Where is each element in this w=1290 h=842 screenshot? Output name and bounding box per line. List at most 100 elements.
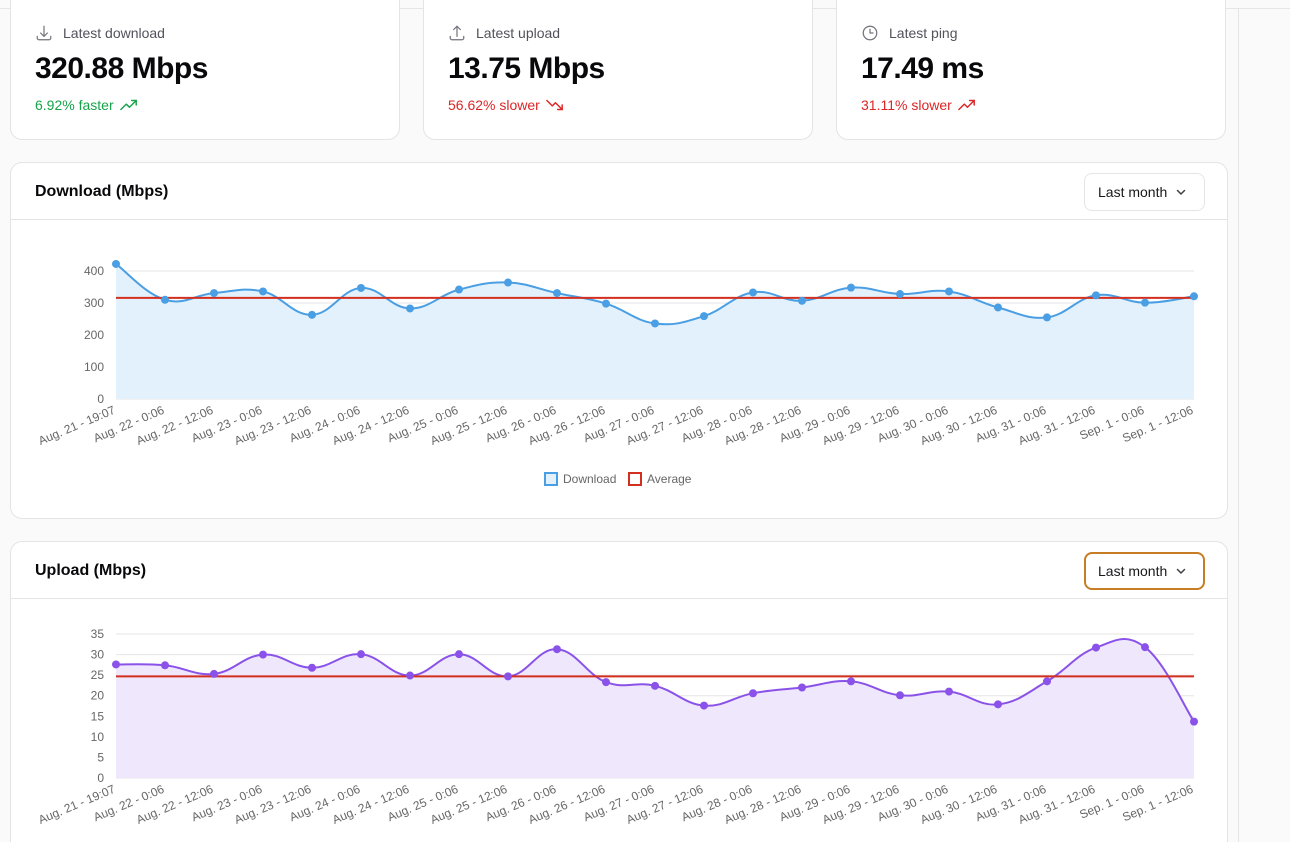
upload-chart-y-tick-label: 25 — [91, 668, 105, 682]
download-chart-legend-average-label[interactable]: Average — [647, 472, 692, 486]
download-chart-legend: Download Average — [544, 472, 692, 486]
upload-chart-data-point[interactable] — [210, 669, 218, 678]
trending-up-icon — [957, 99, 975, 111]
latest-ping-delta-text: 31.11% slower — [861, 97, 952, 113]
download-chart-data-point[interactable] — [1092, 291, 1100, 300]
upload-chart-data-point[interactable] — [1043, 677, 1051, 686]
latest-download-card: Latest download 320.88 Mbps 6.92% faster — [10, 0, 400, 140]
latest-download-header: Latest download — [35, 24, 165, 42]
upload-chart-data-point[interactable] — [798, 683, 806, 692]
download-range-select[interactable]: Last month — [1084, 173, 1205, 211]
download-chart-legend-swatch[interactable] — [544, 472, 558, 486]
upload-chart-data-point[interactable] — [161, 661, 169, 670]
upload-chart-title: Upload (Mbps) — [35, 562, 147, 579]
download-chart-data-point[interactable] — [308, 310, 316, 319]
upload-chart-card: Upload (Mbps) Last month 0 5 10 15 20 25 30 35 A… — [10, 541, 1228, 842]
upload-range-select[interactable]: Last month — [1084, 552, 1205, 590]
latest-upload-card: Latest upload 13.75 Mbps 56.62% slower — [423, 0, 813, 140]
upload-chart-data-point[interactable] — [357, 650, 365, 659]
download-chart-y-tick-label: 400 — [84, 264, 104, 278]
upload-chart-data-point[interactable] — [651, 681, 659, 690]
download-chart-data-point[interactable] — [749, 288, 757, 297]
latest-upload-delta-text: 56.62% slower — [448, 97, 540, 113]
download-chart-data-point[interactable] — [357, 283, 365, 292]
latest-ping-card: Latest ping 17.49 ms 31.11% slower — [836, 0, 1226, 140]
download-icon — [36, 25, 52, 41]
chevron-down-icon — [1177, 568, 1186, 574]
latest-upload-delta: 56.62% slower — [448, 97, 564, 113]
upload-chart-data-point[interactable] — [602, 678, 610, 687]
right-divider — [1238, 8, 1239, 842]
latest-ping-value: 17.49 ms — [861, 52, 984, 85]
upload-chart-data-point[interactable] — [308, 663, 316, 672]
download-chart-data-point[interactable] — [210, 289, 218, 298]
latest-upload-header: Latest upload — [448, 24, 560, 42]
download-chart-title: Download (Mbps) — [35, 183, 169, 200]
upload-chart-data-point[interactable] — [112, 660, 120, 669]
download-chart-data-point[interactable] — [553, 289, 561, 298]
upload-chart-data-point[interactable] — [259, 650, 267, 659]
download-chart-data-point[interactable] — [700, 312, 708, 321]
download-range-label: Last month — [1098, 184, 1168, 200]
upload-chart-data-point[interactable] — [1141, 643, 1149, 652]
upload-icon — [449, 25, 465, 41]
download-chart-data-point[interactable] — [504, 278, 512, 287]
download-chart-header: Download (Mbps) Last month — [11, 163, 1227, 220]
latest-upload-value: 13.75 Mbps — [448, 52, 605, 85]
download-chart-data-point[interactable] — [259, 287, 267, 296]
download-chart-data-point[interactable] — [406, 304, 414, 313]
upload-range-label: Last month — [1098, 563, 1168, 579]
upload-chart-data-point[interactable] — [945, 687, 953, 696]
download-chart-legend-label[interactable]: Download — [563, 472, 616, 486]
upload-chart-data-point[interactable] — [847, 677, 855, 686]
download-chart-data-point[interactable] — [798, 296, 806, 305]
clock-icon — [862, 25, 878, 41]
upload-chart-data-point[interactable] — [553, 645, 561, 654]
upload-chart-data-point[interactable] — [896, 691, 904, 700]
download-chart-data-point[interactable] — [1190, 292, 1198, 301]
download-chart-data-point[interactable] — [651, 319, 659, 328]
latest-download-value: 320.88 Mbps — [35, 52, 208, 85]
trending-up-icon — [119, 99, 137, 111]
upload-chart-area — [116, 638, 1194, 778]
download-chart-data-point[interactable] — [455, 285, 463, 294]
download-chart-data-point[interactable] — [1043, 313, 1051, 322]
download-chart-card: Download (Mbps) Last month 0 100 200 300 400… — [10, 162, 1228, 519]
upload-chart-data-point[interactable] — [749, 689, 757, 698]
upload-chart-y-tick-label: 5 — [97, 750, 104, 764]
latest-download-delta: 6.92% faster — [35, 97, 138, 113]
download-chart-data-point[interactable] — [161, 295, 169, 304]
upload-chart-data-point[interactable] — [1190, 717, 1198, 726]
download-chart-data-point[interactable] — [602, 299, 610, 308]
upload-chart-y-tick-label: 0 — [97, 771, 104, 785]
trending-down-icon — [546, 99, 563, 111]
upload-chart-data-point[interactable] — [994, 700, 1002, 709]
upload-chart-data-point[interactable] — [504, 672, 512, 681]
upload-chart-y-tick-label: 15 — [91, 709, 105, 723]
upload-chart-header: Upload (Mbps) Last month — [11, 542, 1227, 599]
latest-upload-label: Latest upload — [476, 25, 561, 41]
latest-ping-header: Latest ping — [861, 24, 958, 42]
download-chart-y-tick-label: 0 — [97, 392, 104, 406]
latest-download-delta-text: 6.92% faster — [35, 97, 114, 113]
download-chart-data-point[interactable] — [945, 287, 953, 296]
download-chart-data-point[interactable] — [994, 303, 1002, 312]
upload-chart-data-point[interactable] — [455, 650, 463, 659]
latest-ping-delta: 31.11% slower — [861, 97, 976, 113]
latest-ping-label: Latest ping — [889, 25, 958, 41]
download-chart-data-point[interactable] — [1141, 298, 1149, 307]
upload-chart-y-tick-label: 20 — [91, 689, 105, 703]
upload-chart-data-point[interactable] — [406, 671, 414, 680]
download-chart-data-point[interactable] — [112, 259, 120, 268]
download-chart-data-point[interactable] — [847, 283, 855, 292]
upload-chart-data-point[interactable] — [1092, 643, 1100, 652]
download-chart-y-tick-label: 100 — [84, 360, 104, 374]
download-chart-legend-average-swatch[interactable] — [628, 472, 642, 486]
upload-chart-data-point[interactable] — [700, 701, 708, 710]
download-chart-y-tick-label: 300 — [84, 296, 104, 310]
upload-chart-y-tick-label: 10 — [91, 730, 105, 744]
latest-download-label: Latest download — [63, 25, 165, 41]
download-chart-data-point[interactable] — [896, 290, 904, 299]
